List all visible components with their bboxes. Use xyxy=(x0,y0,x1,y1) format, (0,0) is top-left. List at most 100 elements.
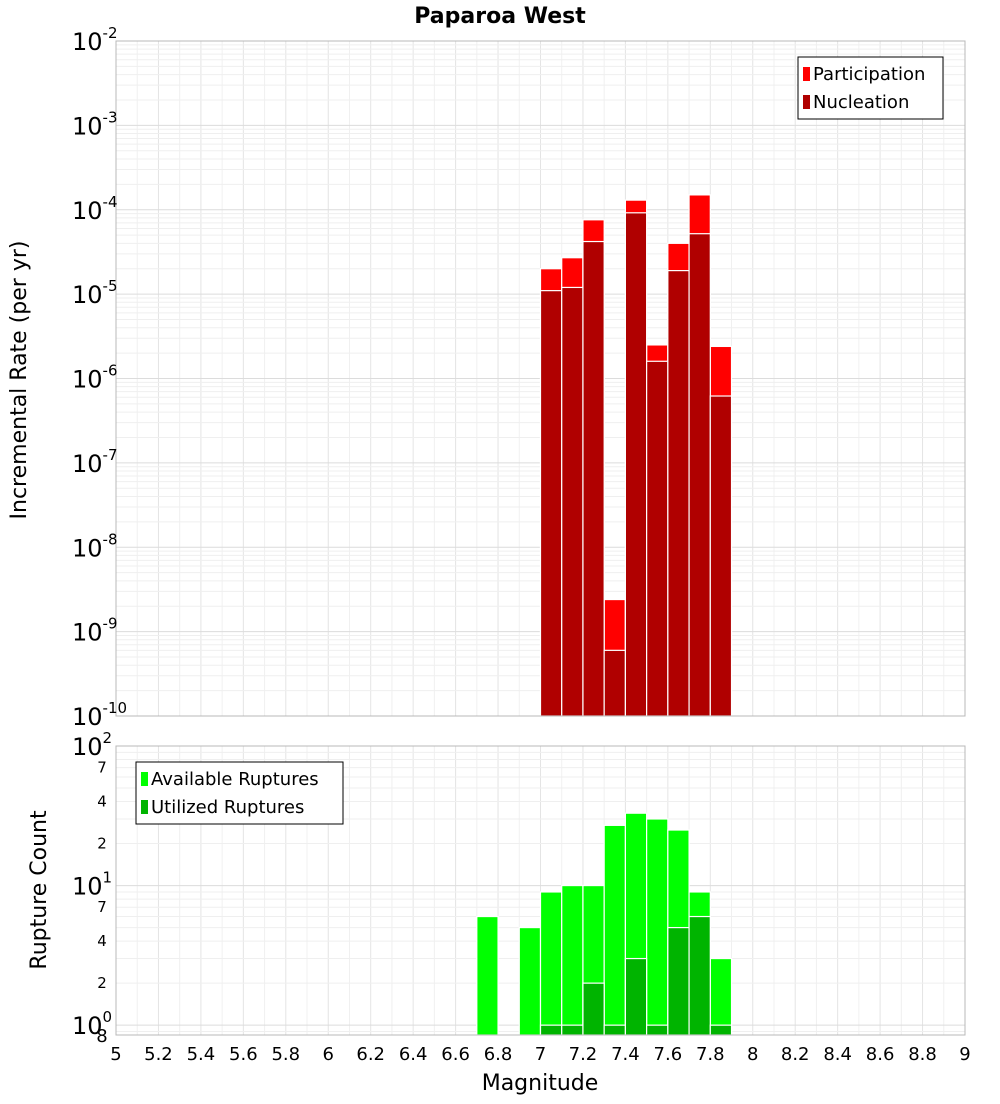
x-tick-label: 8.4 xyxy=(823,1044,852,1065)
bar-utilized-ruptures xyxy=(646,1024,669,1036)
y-tick-exponent: -6 xyxy=(103,362,118,380)
x-tick-label: 7.8 xyxy=(696,1044,725,1065)
y-tick-exponent: -4 xyxy=(103,193,118,211)
y-tick-base: 10 xyxy=(72,450,103,478)
bar-utilized-ruptures xyxy=(582,982,605,1036)
legend-box xyxy=(797,56,944,120)
y-tick-base: 10 xyxy=(72,703,103,731)
y-tick-label: 10-4 xyxy=(72,193,118,225)
bar-available-ruptures xyxy=(476,915,499,1036)
y-tick-label: 100 xyxy=(72,1008,112,1040)
x-tick-label: 7 xyxy=(535,1044,546,1065)
y-tick-label: 10-5 xyxy=(72,277,118,309)
bar-utilized-ruptures xyxy=(539,1024,563,1036)
legend-label: Available Ruptures xyxy=(151,769,319,790)
legend-box xyxy=(135,761,344,825)
bars xyxy=(476,812,733,1036)
rate-panel: 10-210-310-410-510-610-710-810-910-10Par… xyxy=(72,24,966,731)
legend-swatch xyxy=(803,95,810,109)
y-minor-tick-label: 4 xyxy=(97,932,107,950)
bar-nucleation xyxy=(667,270,690,717)
x-tick-label: 5.6 xyxy=(229,1044,258,1065)
y-tick-exponent: -9 xyxy=(103,615,118,633)
bar-available-ruptures xyxy=(646,818,669,1036)
y-tick-label: 10-2 xyxy=(72,24,118,56)
x-tick-label: 5.8 xyxy=(271,1044,300,1065)
x-tick-label: 8.6 xyxy=(866,1044,895,1065)
y-tick-base: 10 xyxy=(72,619,103,647)
y-tick-base: 10 xyxy=(72,281,103,309)
x-tick-label: 6.2 xyxy=(356,1044,385,1065)
bar-nucleation xyxy=(539,290,563,717)
y-tick-exponent: -2 xyxy=(103,24,118,42)
plot-frame xyxy=(115,745,966,1036)
bar-utilized-ruptures xyxy=(667,926,690,1036)
x-tick-label: 8.2 xyxy=(781,1044,810,1065)
x-tick-label: 7.2 xyxy=(569,1044,598,1065)
bar-nucleation xyxy=(688,233,711,717)
bar-available-ruptures xyxy=(518,926,542,1036)
y-tick-exponent: 2 xyxy=(103,729,113,747)
y-tick-exponent: -8 xyxy=(103,530,118,548)
y-tick-base: 10 xyxy=(72,366,103,394)
y-tick-label: 10-10 xyxy=(72,699,127,731)
y-tick-base: 10 xyxy=(72,28,103,56)
y-tick-base: 10 xyxy=(72,733,103,761)
x-tick-labels: 5 5.2 5.4 5.6 5.8 6 6.2 6.4 6.6 6.8 7 7.2 7.4 7.6 7.8 8… xyxy=(110,1044,970,1065)
bar-available-ruptures xyxy=(709,957,733,1036)
y-tick-base: 10 xyxy=(72,197,103,225)
y-tick-label: 10-3 xyxy=(72,108,118,140)
legend-label: Utilized Ruptures xyxy=(151,797,304,818)
x-tick-label: 8 xyxy=(747,1044,758,1065)
bar-available-ruptures xyxy=(539,891,563,1036)
y-tick-labels: 10-210-310-410-510-610-710-810-910-10 xyxy=(72,24,127,731)
bar-utilized-ruptures xyxy=(688,915,711,1036)
x-tick-label: 5 xyxy=(110,1044,121,1065)
legend-label: Participation xyxy=(813,64,925,85)
bar-nucleation xyxy=(582,240,605,717)
y-tick-exponent: -5 xyxy=(103,277,118,295)
bar-nucleation xyxy=(709,395,733,717)
y-minor-tick-label: 2 xyxy=(97,835,107,853)
legend-swatch xyxy=(141,800,148,814)
y-tick-exponent: -3 xyxy=(103,108,118,126)
x-tick-label: 7.6 xyxy=(654,1044,683,1065)
y-tick-label: 102 xyxy=(72,729,112,761)
legend: Participation Nucleation xyxy=(797,56,944,120)
y-minor-tick-label: 4 xyxy=(97,793,107,811)
y-tick-base: 10 xyxy=(72,112,103,140)
y-tick-base: 10 xyxy=(72,534,103,562)
y-minor-tick-label: 2 xyxy=(97,974,107,992)
bars xyxy=(539,194,733,717)
x-tick-label: 7.4 xyxy=(611,1044,640,1065)
bar-available-ruptures xyxy=(561,884,584,1036)
x-tick-label: 5.2 xyxy=(144,1044,173,1065)
y-tick-base: 10 xyxy=(72,873,103,901)
y-tick-label: 10-8 xyxy=(72,530,118,562)
y-tick-label: 101 xyxy=(72,869,112,901)
bottom-y-axis-label: Rupture Count xyxy=(27,810,52,970)
x-tick-label: 8.8 xyxy=(908,1044,937,1065)
x-tick-label: 9 xyxy=(959,1044,970,1065)
y-tick-label: 10-6 xyxy=(72,362,118,394)
plot-frame xyxy=(115,40,966,717)
y-tick-label: 10-7 xyxy=(72,446,118,478)
legend-label: Nucleation xyxy=(813,92,909,113)
bar-available-ruptures xyxy=(603,824,626,1036)
x-axis-label: Magnitude xyxy=(482,1071,599,1096)
bar-nucleation xyxy=(561,286,584,717)
y-tick-exponent: 0 xyxy=(103,1008,113,1026)
y-tick-exponent: -10 xyxy=(103,699,128,717)
bar-nucleation xyxy=(603,649,626,717)
bar-nucleation xyxy=(646,360,669,717)
x-tick-label: 6.6 xyxy=(441,1044,470,1065)
bar-utilized-ruptures xyxy=(561,1024,584,1036)
legend: Available Ruptures Utilized Ruptures xyxy=(135,761,344,825)
bar-utilized-ruptures xyxy=(603,1024,626,1036)
bar-utilized-ruptures xyxy=(624,957,648,1036)
y-bottom-label: 8 xyxy=(96,1026,107,1047)
chart-title: Paparoa West xyxy=(414,4,586,29)
